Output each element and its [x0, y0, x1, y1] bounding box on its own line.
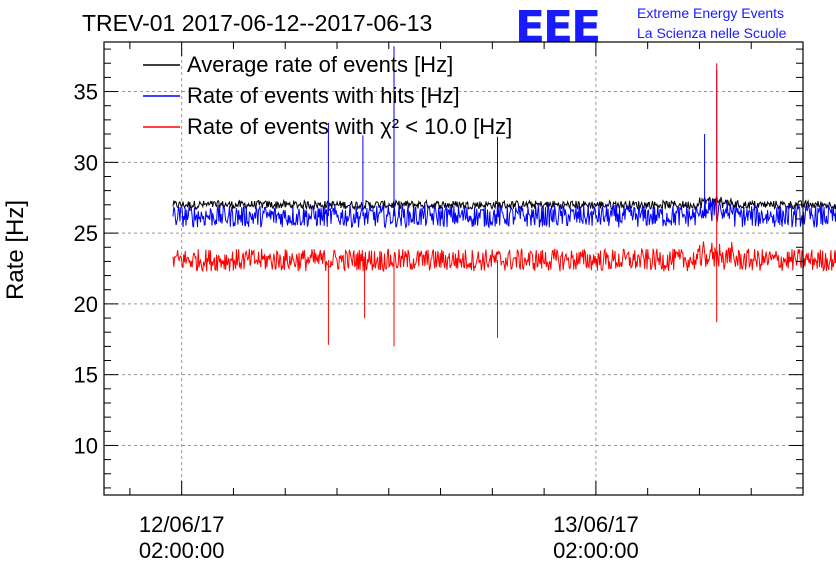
series-line-1 [172, 46, 836, 229]
y-tick-label: 20 [74, 292, 98, 317]
x-tick-date: 12/06/17 [139, 512, 225, 537]
y-tick-label: 15 [74, 363, 98, 388]
brand-line-1: Extreme Energy Events [637, 5, 785, 21]
legend-entry-1: Rate of events with hits [Hz] [187, 83, 460, 108]
x-tick-date: 13/06/17 [553, 512, 639, 537]
eee-logo: EEE [515, 2, 601, 53]
x-tick-time: 02:00:00 [553, 538, 639, 563]
plot-frame [103, 41, 804, 496]
y-tick-label: 10 [74, 433, 98, 458]
series-line-0 [172, 195, 836, 211]
x-tick-time: 02:00:00 [139, 538, 225, 563]
legend-entry-0: Average rate of events [Hz] [187, 52, 453, 77]
y-tick-label: 35 [74, 80, 98, 105]
series-line-2 [172, 63, 836, 347]
legend-entry-2: Rate of events with χ² < 10.0 [Hz] [187, 114, 512, 139]
brand-line-2: La Scienza nelle Scuole [637, 25, 787, 41]
chart-title: TREV-01 2017-06-12--2017-06-13 [82, 10, 433, 36]
y-tick-label: 25 [74, 221, 98, 246]
y-tick-label: 30 [74, 150, 98, 175]
